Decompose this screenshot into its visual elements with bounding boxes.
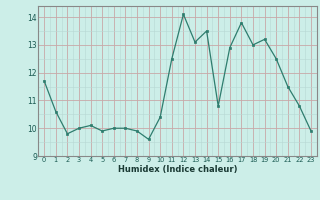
X-axis label: Humidex (Indice chaleur): Humidex (Indice chaleur) (118, 165, 237, 174)
